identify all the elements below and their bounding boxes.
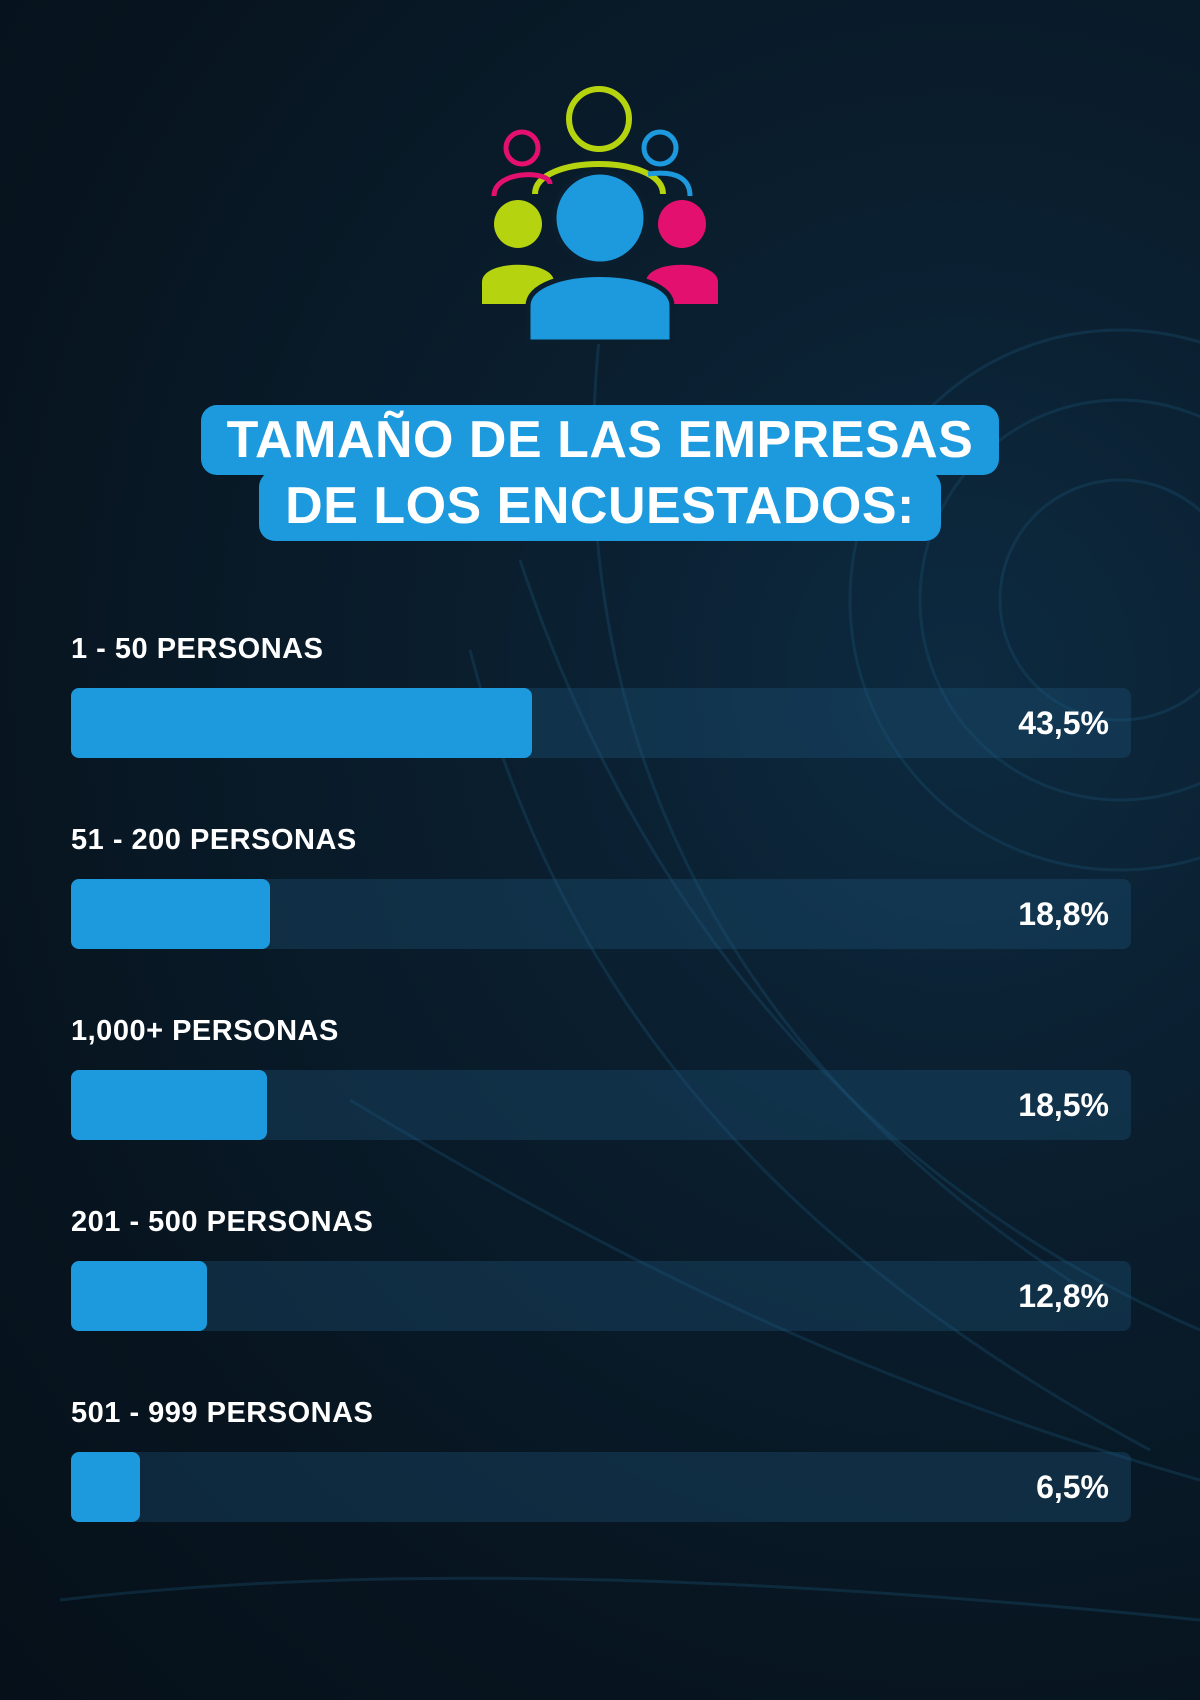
- bar-row: 1,000+ PERSONAS 18,5%: [71, 1010, 1131, 1201]
- bar-row: 1 - 50 PERSONAS 43,5%: [71, 628, 1131, 819]
- bar-chart: 1 - 50 PERSONAS 43,5% 51 - 200 PERSONAS 18,…: [71, 628, 1131, 1583]
- bar-track: 43,5%: [71, 688, 1131, 758]
- people-group-icon: [478, 84, 722, 345]
- bar-value-label: 18,8%: [1018, 896, 1109, 932]
- bar-category-label: 201 - 500 PERSONAS: [71, 1206, 374, 1238]
- bar-value-label: 6,5%: [1036, 1469, 1109, 1505]
- bar-fill: [71, 1261, 207, 1331]
- bar-value-label: 12,8%: [1018, 1278, 1109, 1314]
- title-line-2: DE LOS ENCUESTADOS:: [259, 471, 941, 541]
- bar-row: 201 - 500 PERSONAS 12,8%: [71, 1201, 1131, 1392]
- bar-value-label: 43,5%: [1018, 705, 1109, 741]
- bar-row: 501 - 999 PERSONAS 6,5%: [71, 1392, 1131, 1583]
- bar-category-label: 1 - 50 PERSONAS: [71, 633, 324, 665]
- bar-fill: [71, 688, 532, 758]
- bar-fill: [71, 1452, 140, 1522]
- bar-category-label: 1,000+ PERSONAS: [71, 1015, 339, 1047]
- bar-category-label: 501 - 999 PERSONAS: [71, 1397, 374, 1429]
- bar-track: 18,8%: [71, 879, 1131, 949]
- bar-category-label: 51 - 200 PERSONAS: [71, 824, 357, 856]
- bar-track: 6,5%: [71, 1452, 1131, 1522]
- bar-value-label: 18,5%: [1018, 1087, 1109, 1123]
- bar-track: 18,5%: [71, 1070, 1131, 1140]
- page-title: TAMAÑO DE LAS EMPRESAS DE LOS ENCUESTADO…: [0, 405, 1200, 541]
- bar-fill: [71, 879, 270, 949]
- bar-fill: [71, 1070, 267, 1140]
- bar-row: 51 - 200 PERSONAS 18,8%: [71, 819, 1131, 1010]
- bar-track: 12,8%: [71, 1261, 1131, 1331]
- title-line-1: TAMAÑO DE LAS EMPRESAS: [200, 405, 1000, 475]
